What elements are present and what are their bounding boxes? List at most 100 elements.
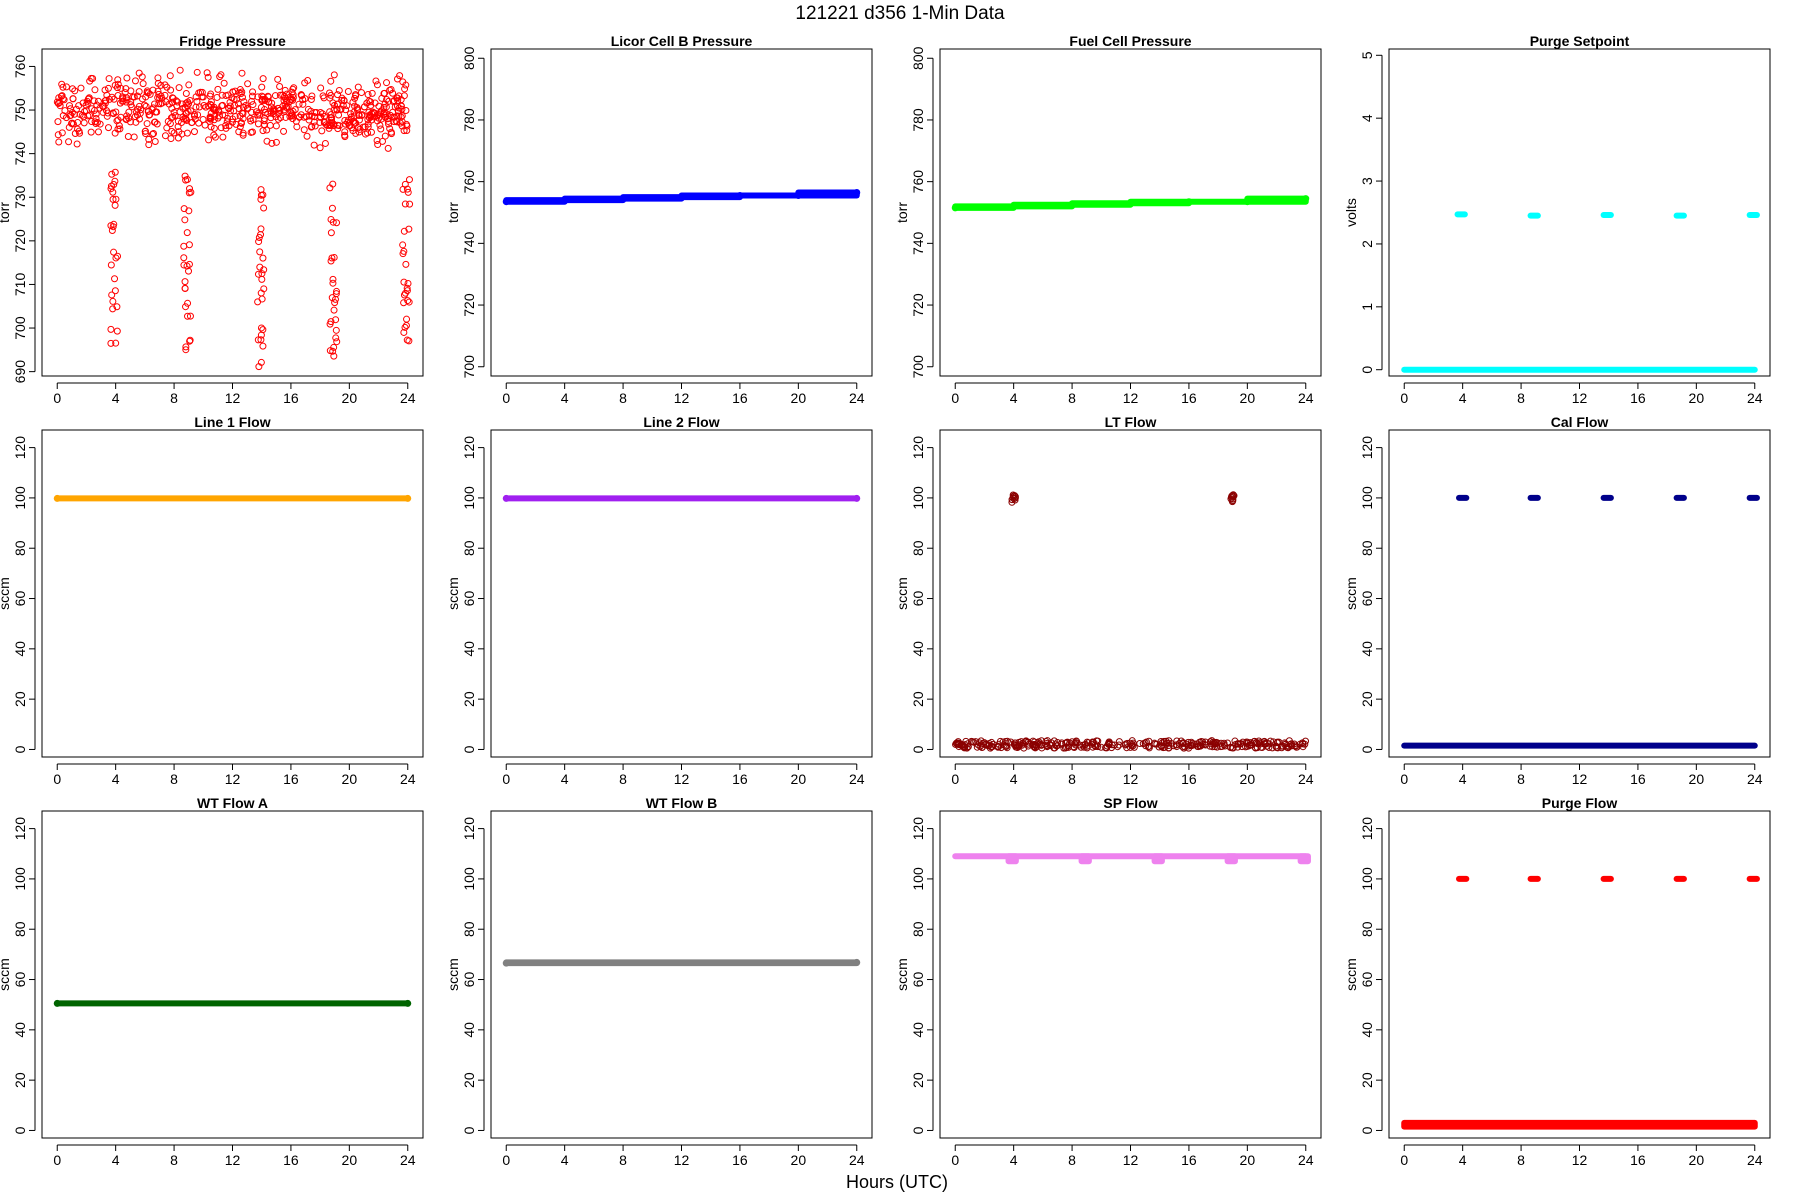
data-point [349, 127, 357, 135]
data-point [187, 107, 195, 115]
data-band [1224, 853, 1238, 865]
data-point [1301, 740, 1309, 748]
data-point [180, 254, 188, 262]
data-point [74, 125, 82, 133]
data-point [73, 140, 81, 148]
data-point [162, 98, 170, 106]
data-point [272, 122, 280, 130]
data-band [54, 495, 411, 502]
x-tick-label: 12 [1123, 1152, 1139, 1168]
y-tick-label: 0 [1359, 1126, 1375, 1134]
y-tick-label: 730 [12, 185, 28, 209]
y-axis-label: torr [445, 202, 461, 223]
data-band [503, 959, 860, 967]
data-band [503, 495, 860, 502]
data-point [1165, 744, 1173, 752]
data-point [257, 103, 265, 111]
data-point [274, 75, 282, 83]
data-point [238, 93, 246, 101]
data-point [369, 108, 377, 116]
data-point [332, 334, 340, 342]
data-point [104, 124, 112, 132]
data-point [91, 86, 99, 94]
data-point [403, 127, 411, 135]
data-point [1236, 740, 1244, 748]
data-point [231, 112, 239, 120]
data-point [276, 82, 284, 90]
data-point [406, 200, 414, 208]
y-tick-label: 20 [12, 691, 28, 707]
data-point [405, 176, 413, 184]
data-point [333, 219, 341, 227]
data-point [54, 131, 62, 139]
series-points [502, 958, 861, 967]
y-tick-label: 760 [910, 170, 926, 194]
data-point [248, 128, 256, 136]
x-tick-label: 0 [53, 771, 61, 787]
data-point [311, 113, 319, 121]
x-tick-label: 0 [951, 771, 959, 787]
x-tick-label: 0 [951, 1152, 959, 1168]
y-tick-label: 100 [910, 486, 926, 510]
x-tick-label: 8 [619, 1152, 627, 1168]
data-band [1454, 211, 1468, 218]
data-point [234, 100, 242, 108]
x-tick-label: 16 [1630, 771, 1646, 787]
data-point [259, 254, 267, 262]
data-point [183, 116, 191, 124]
data-point [330, 352, 338, 360]
data-point [349, 98, 357, 106]
y-tick-label: 80 [1359, 540, 1375, 556]
data-point [1057, 740, 1065, 748]
data-point [1115, 738, 1123, 746]
data-point [151, 138, 159, 146]
data-point [853, 188, 861, 196]
y-tick-label: 20 [12, 1072, 28, 1088]
data-point [109, 195, 117, 203]
data-point [151, 118, 159, 126]
y-axis-label: sccm [894, 958, 910, 991]
data-point [320, 119, 328, 127]
data-point [184, 299, 192, 307]
x-tick-label: 12 [225, 771, 241, 787]
data-point [380, 89, 388, 97]
panel-title: Line 1 Flow [194, 414, 270, 430]
data-point [248, 97, 256, 105]
data-point [69, 120, 77, 128]
data-point [190, 112, 198, 120]
data-point [388, 130, 396, 138]
data-point [257, 195, 265, 203]
x-tick-label: 16 [732, 1152, 748, 1168]
data-point [113, 303, 121, 311]
data-point [1253, 744, 1261, 752]
data-point [257, 336, 265, 344]
data-point [290, 84, 298, 92]
y-tick-label: 0 [12, 745, 28, 753]
data-point [59, 83, 67, 91]
y-tick-label: 60 [12, 591, 28, 607]
data-point [373, 136, 381, 144]
x-tick-label: 20 [791, 771, 807, 787]
data-point [142, 93, 150, 101]
y-tick-label: 40 [461, 1022, 477, 1038]
data-band [561, 195, 627, 204]
data-point [130, 93, 138, 101]
y-axis-label: sccm [894, 577, 910, 610]
panel-title: WT Flow A [197, 795, 268, 811]
data-point [130, 133, 138, 141]
x-tick-label: 20 [791, 1152, 807, 1168]
data-point [145, 141, 153, 149]
data-point [174, 134, 182, 142]
data-point [58, 92, 66, 100]
data-point [352, 92, 360, 100]
data-point [395, 112, 403, 120]
y-tick-label: 750 [12, 98, 28, 122]
data-point [113, 327, 121, 335]
data-point [794, 192, 802, 200]
data-point [329, 347, 337, 355]
data-point [984, 742, 992, 750]
data-point [235, 128, 243, 136]
plot-frame [490, 429, 873, 758]
data-point [174, 123, 182, 131]
x-tick-label: 4 [112, 390, 120, 406]
